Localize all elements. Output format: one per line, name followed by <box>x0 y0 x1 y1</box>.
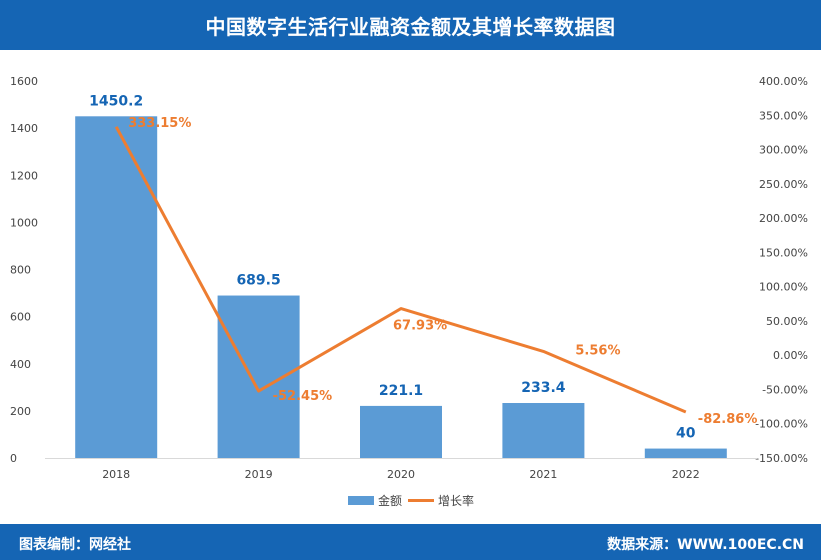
legend-label-bar: 金额 <box>378 493 402 508</box>
y-right-tick-label: 100.00% <box>759 281 808 294</box>
chart-area: 0 200 400 600 800 1000 1200 1400 1600 -150.00% -10… <box>10 75 808 508</box>
y-left-tick-label: 1400 <box>10 122 38 135</box>
x-tick-label: 2020 <box>387 468 415 481</box>
bar <box>217 295 300 458</box>
y-right-tick-label: 50.00% <box>766 315 808 328</box>
rate-value-label: 5.56% <box>575 343 620 358</box>
rate-value-label: 67.93% <box>393 319 447 334</box>
rate-value-label: 333.15% <box>128 116 191 131</box>
y-left-tick-label: 200 <box>10 405 31 418</box>
y-left-tick-label: 600 <box>10 311 31 324</box>
footer-banner: 图表编制：网经社 数据来源：WWW.100EC.CN <box>0 524 821 560</box>
bar <box>75 116 158 458</box>
bar <box>644 448 727 458</box>
bar-value-label: 233.4 <box>521 380 566 396</box>
y-left-tick-label: 0 <box>10 452 17 465</box>
y-right-tick-label: 350.00% <box>759 109 808 122</box>
y-left-tick-label: 800 <box>10 264 31 277</box>
y-left-tick-label: 1000 <box>10 216 38 229</box>
bar-value-label: 221.1 <box>379 383 423 399</box>
footer-source: 数据来源：WWW.100EC.CN <box>607 537 804 553</box>
footer-credit: 图表编制：网经社 <box>19 537 131 553</box>
chart-title: 中国数字生活行业融资金额及其增长率数据图 <box>205 14 616 39</box>
y-right-tick-label: 250.00% <box>759 178 808 191</box>
x-tick-label: 2018 <box>102 468 130 481</box>
y-right-tick-label: -100.00% <box>755 418 808 431</box>
y-right-tick-label: 0.00% <box>773 349 808 362</box>
y-right-tick-label: 200.00% <box>759 212 808 225</box>
legend-label-line: 增长率 <box>438 493 474 508</box>
legend-swatch-bar <box>348 496 374 505</box>
y-left-tick-label: 400 <box>10 358 31 371</box>
chart-title-banner: 中国数字生活行业融资金额及其增长率数据图 <box>0 0 821 50</box>
growth-rate-line <box>114 126 687 414</box>
rate-value-label: -82.86% <box>698 412 758 427</box>
y-right-tick-label: 400.00% <box>759 75 808 88</box>
y-right-tick-label: 150.00% <box>759 246 808 259</box>
x-tick-label: 2021 <box>529 468 557 481</box>
bar <box>502 403 585 458</box>
x-tick-label: 2022 <box>672 468 700 481</box>
y-right-tick-label: -50.00% <box>762 383 808 396</box>
bar <box>360 405 442 458</box>
y-right-tick-label: -150.00% <box>755 452 808 465</box>
bar-value-label: 689.5 <box>236 273 280 289</box>
y-right-tick-label: 300.00% <box>759 144 808 157</box>
y-left-tick-label: 1600 <box>10 75 38 88</box>
rate-value-label: -52.45% <box>273 389 333 404</box>
y-left-tick-label: 1200 <box>10 169 38 182</box>
bar-value-label: 40 <box>676 426 696 442</box>
bar-value-label: 1450.2 <box>89 93 143 109</box>
x-tick-label: 2019 <box>245 468 273 481</box>
